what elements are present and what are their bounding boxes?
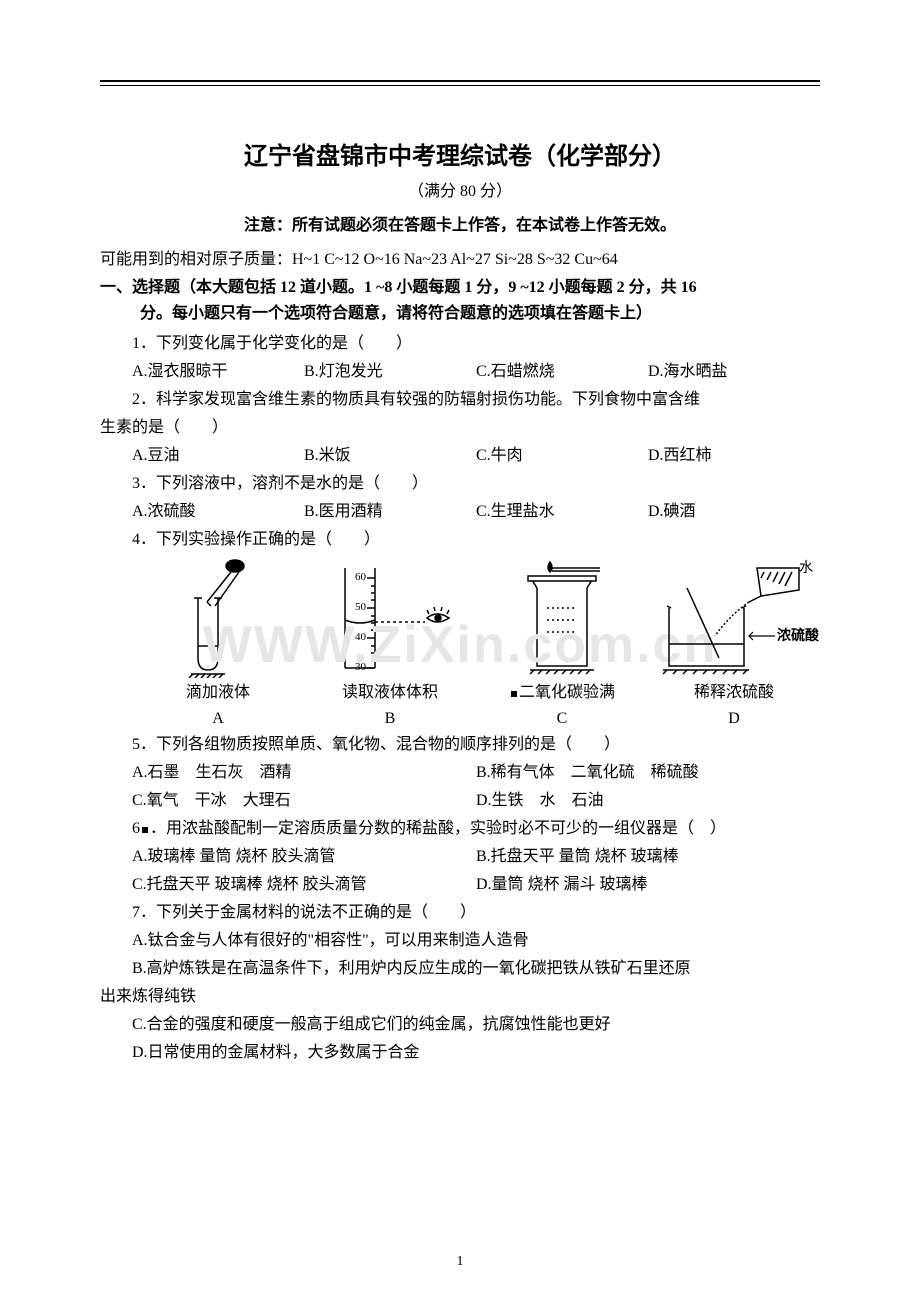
label-acid: 浓硫酸 xyxy=(777,627,819,644)
q5-D: D.生铁 水 石油 xyxy=(476,787,820,815)
q6-A: A.玻璃棒 量筒 烧杯 胶头滴管 xyxy=(132,843,476,871)
q5-stem: 5．下列各组物质按照单质、氧化物、混合物的顺序排列的是（ ） xyxy=(100,731,820,759)
q4-fig-D: 水 浓硫酸 xyxy=(648,558,820,678)
q4-cap-C-text: 二氧化碳验满 xyxy=(519,684,615,701)
q6-B: B.托盘天平 量筒 烧杯 玻璃棒 xyxy=(476,843,820,871)
cyl-50: 50 xyxy=(355,601,367,613)
dot-icon xyxy=(142,827,148,833)
q2-D: D.西红柿 xyxy=(648,442,820,470)
cyl-40: 40 xyxy=(355,631,367,643)
q7-C: C.合金的强度和硬度一般高于组成它们的纯金属，抗腐蚀性能也更好 xyxy=(100,1011,820,1039)
q1-D: D.海水晒盐 xyxy=(648,358,820,386)
q4-cap-D: 稀释浓硫酸 xyxy=(648,680,820,706)
header-rule xyxy=(100,80,820,86)
q5-A: A.石墨 生石灰 酒精 xyxy=(132,759,476,787)
q5-C: C.氧气 干冰 大理石 xyxy=(132,787,476,815)
section-1-heading: 一、选择题（本大题包括 12 道小题。1 ~8 小题每题 1 分，9 ~12 小… xyxy=(100,275,820,326)
q3-A: A.浓硫酸 xyxy=(132,498,304,526)
q6-stem: 6．用浓盐酸配制一定溶质质量分数的稀盐酸，实验时必不可少的一组仪器是（ ） xyxy=(100,815,820,843)
q1-stem: 1．下列变化属于化学变化的是（ ） xyxy=(100,330,820,358)
q3-options: A.浓硫酸 B.医用酒精 C.生理盐水 D.碘酒 xyxy=(100,498,820,526)
q6-options-2: C.托盘天平 玻璃棒 烧杯 胶头滴管 D.量筒 烧杯 漏斗 玻璃棒 xyxy=(100,871,820,899)
q6-C: C.托盘天平 玻璃棒 烧杯 胶头滴管 xyxy=(132,871,476,899)
q7-B-l1: B.高炉炼铁是在高温条件下，利用炉内反应生成的一氧化碳把铁从铁矿石里还原 xyxy=(100,955,820,983)
q4-fig-C xyxy=(476,558,648,678)
q4-letters: A B C D xyxy=(100,706,820,732)
q4-letter-B: B xyxy=(304,706,476,732)
full-marks: （满分 80 分） xyxy=(100,177,820,201)
q4-figures: 60 50 40 30 xyxy=(100,558,820,678)
q1-A: A.湿衣服晾干 xyxy=(132,358,304,386)
q4-cap-A: 滴加液体 xyxy=(132,680,304,706)
q4-letter-D: D xyxy=(648,706,820,732)
q5-options-1: A.石墨 生石灰 酒精 B.稀有气体 二氧化硫 稀硫酸 xyxy=(100,759,820,787)
label-water: 水 xyxy=(799,560,813,576)
q3-C: C.生理盐水 xyxy=(476,498,648,526)
q3-stem: 3．下列溶液中，溶剂不是水的是（ ） xyxy=(100,470,820,498)
cyl-60: 60 xyxy=(355,571,367,583)
q2-stem-l1: 2．科学家发现富含维生素的物质具有较强的防辐射损伤功能。下列食物中富含维 xyxy=(100,386,820,414)
q2-B: B.米饭 xyxy=(304,442,476,470)
q5-options-2: C.氧气 干冰 大理石 D.生铁 水 石油 xyxy=(100,787,820,815)
q1-options: A.湿衣服晾干 B.灯泡发光 C.石蜡燃烧 D.海水晒盐 xyxy=(100,358,820,386)
notice: 注意：所有试题必须在答题卡上作答，在本试卷上作答无效。 xyxy=(100,211,820,235)
q7-D: D.日常使用的金属材料，大多数属于合金 xyxy=(100,1039,820,1067)
q4-cap-C: 二氧化碳验满 xyxy=(476,680,648,706)
q4-letter-C: C xyxy=(476,706,648,732)
q1-C: C.石蜡燃烧 xyxy=(476,358,648,386)
q3-D: D.碘酒 xyxy=(648,498,820,526)
section-1-line1: 一、选择题（本大题包括 12 道小题。1 ~8 小题每题 1 分，9 ~12 小… xyxy=(100,279,697,296)
dot-icon xyxy=(511,691,517,697)
q5-B: B.稀有气体 二氧化硫 稀硫酸 xyxy=(476,759,820,787)
q2-C: C.牛肉 xyxy=(476,442,648,470)
q2-options: A.豆油 B.米饭 C.牛肉 D.西红柿 xyxy=(100,442,820,470)
cyl-30: 30 xyxy=(355,661,367,673)
section-1-line2: 分。每小题只有一个选项符合题意，请将符合题意的选项填在答题卡上） xyxy=(100,305,652,322)
q4-fig-A xyxy=(132,558,304,678)
q6-D: D.量筒 烧杯 漏斗 玻璃棒 xyxy=(476,871,820,899)
q3-B: B.医用酒精 xyxy=(304,498,476,526)
q4-captions: 滴加液体 读取液体体积 二氧化碳验满 稀释浓硫酸 xyxy=(100,680,820,706)
q7-A: A.钛合金与人体有很好的"相容性"，可以用来制造人造骨 xyxy=(100,927,820,955)
q4-cap-B: 读取液体体积 xyxy=(304,680,476,706)
q6-options-1: A.玻璃棒 量筒 烧杯 胶头滴管 B.托盘天平 量筒 烧杯 玻璃棒 xyxy=(100,843,820,871)
q7-B-l2: 出来炼得纯铁 xyxy=(100,983,820,1011)
q2-A: A.豆油 xyxy=(132,442,304,470)
q7-stem: 7．下列关于金属材料的说法不正确的是（ ） xyxy=(100,899,820,927)
q1-B: B.灯泡发光 xyxy=(304,358,476,386)
exam-title: 辽宁省盘锦市中考理综试卷（化学部分） xyxy=(100,136,820,171)
q2-stem-l2: 生素的是（ ） xyxy=(100,414,820,442)
page-number: 1 xyxy=(0,1254,920,1270)
q4-letter-A: A xyxy=(132,706,304,732)
atomic-masses: 可能用到的相对原子质量：H~1 C~12 O~16 Na~23 Al~27 Si… xyxy=(100,245,820,269)
q4-fig-B: 60 50 40 30 xyxy=(304,558,476,678)
q4-stem: 4．下列实验操作正确的是（ ） xyxy=(100,526,820,554)
